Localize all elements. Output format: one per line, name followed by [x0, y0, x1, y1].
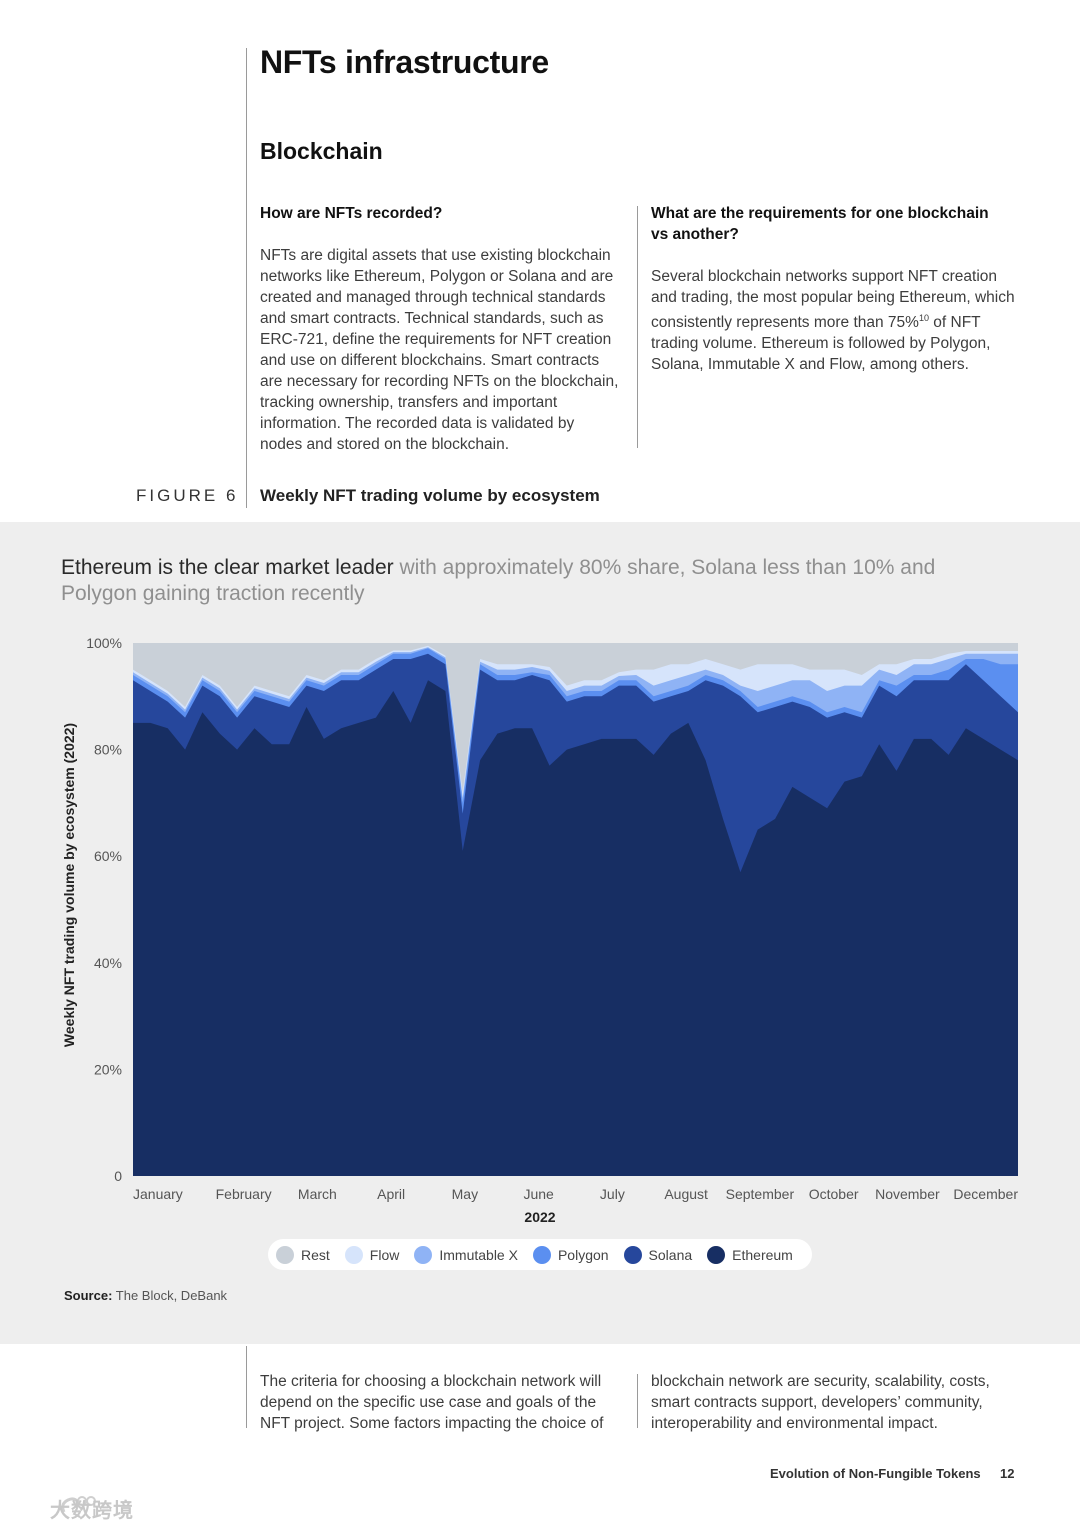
col2-heading-line: vs another? — [651, 226, 739, 243]
col2-heading: What are the requirements for one blockc… — [651, 203, 1031, 245]
legend-swatch — [344, 1245, 363, 1264]
left-rule-bottom — [246, 1346, 247, 1428]
y-tick-label: 20% — [94, 1061, 122, 1077]
page-number: 12 — [1000, 1466, 1015, 1481]
bottom-col1-line: NFT project. Some factors impacting the … — [260, 1415, 604, 1432]
legend-label: Flow — [369, 1246, 400, 1263]
legend-label: Polygon — [557, 1246, 609, 1263]
col1-body: NFTs are digital assets that use existin… — [260, 245, 635, 455]
col2-line: trading volume. Ethereum is followed by … — [651, 335, 991, 353]
legend-item-polygon: Polygon — [532, 1245, 609, 1264]
x-tick-label: May — [452, 1186, 478, 1202]
legend-label: Solana — [648, 1246, 693, 1263]
col2-line: Solana, Immutable X and Flow, among othe… — [651, 356, 969, 374]
chart-legend: Rest Flow Immutable X Polygon Solana Eth… — [268, 1239, 812, 1270]
bottom-col1: The criteria for choosing a blockchain n… — [260, 1371, 635, 1434]
left-rule-top — [246, 48, 247, 508]
column-divider-bottom — [637, 1374, 638, 1428]
col1-line: NFTs are digital assets that use existin… — [260, 247, 611, 264]
x-tick-label: December — [953, 1186, 1018, 1202]
legend-item-ethereum: Ethereum — [707, 1245, 793, 1264]
chart-areas — [133, 643, 1018, 1176]
watermark-text: 大数跨境 — [50, 1500, 134, 1522]
x-tick-label: September — [726, 1186, 795, 1202]
chart-source: Source: The Block, DeBank — [64, 1288, 227, 1303]
x-tick-label: June — [523, 1186, 554, 1202]
footnote-ref: 10 — [918, 313, 929, 323]
x-tick-label: July — [600, 1186, 625, 1202]
legend-swatch — [532, 1245, 551, 1264]
legend-item-immutable-x: Immutable X — [414, 1245, 518, 1264]
column-divider-top — [637, 206, 638, 448]
col1-heading: How are NFTs recorded? — [260, 205, 443, 222]
figure-title: Weekly NFT trading volume by ecosystem — [260, 486, 600, 505]
legend-item-solana: Solana — [623, 1245, 693, 1264]
col1-line: information. The recorded data is valida… — [260, 415, 575, 432]
col2-line: and trading, the most popular being Ethe… — [651, 289, 1015, 306]
x-tick-label: April — [377, 1186, 405, 1202]
col2-line: Several blockchain networks support NFT … — [651, 268, 998, 285]
col1-line: nodes and stored on the blockchain. — [260, 436, 510, 453]
headline-strong: Ethereum is the clear market leader — [61, 556, 394, 579]
x-tick-label: November — [875, 1186, 940, 1202]
col1-line: tracking ownership, transfers and import… — [260, 394, 558, 411]
col2-line3-tail: of NFT — [928, 314, 981, 332]
bottom-col2-line: smart contracts support, developers’ com… — [651, 1394, 983, 1411]
col1-line: are necessary for recording NFTs on the … — [260, 373, 619, 390]
x-tick-label: March — [298, 1186, 337, 1202]
footer-title: Evolution of Non-Fungible Tokens — [770, 1466, 981, 1481]
x-axis-title: 2022 — [524, 1209, 555, 1225]
chart-headline: Ethereum is the clear market leader with… — [61, 555, 941, 607]
legend-swatch — [623, 1245, 642, 1264]
col2-line3-text: consistently represents more than 75% — [651, 314, 919, 332]
y-tick-label: 0 — [114, 1168, 122, 1184]
y-tick-label: 80% — [94, 742, 122, 758]
x-tick-label: January — [133, 1186, 183, 1202]
y-tick-label: 100% — [86, 635, 122, 651]
y-tick-label: 60% — [94, 848, 122, 864]
col2-body: Several blockchain networks support NFT … — [651, 266, 1036, 375]
y-axis: 0 20% 40% 60% 80% 100% — [86, 635, 122, 1184]
figure-label: FIGURE 6 — [136, 486, 239, 505]
col1-line: ERC-721, define the requirements for NFT… — [260, 331, 612, 348]
watermark-logo-icon — [61, 1496, 96, 1513]
x-axis: January February March April May June July Augu… — [133, 1186, 1018, 1202]
area-series-ethereum — [133, 680, 1018, 1176]
x-tick-label: February — [216, 1186, 272, 1202]
y-tick-label: 40% — [94, 955, 122, 971]
legend-swatch — [276, 1245, 294, 1264]
bottom-col2-line: interoperability and environmental impac… — [651, 1415, 938, 1432]
source-label: Source: — [64, 1288, 113, 1303]
y-axis-title: Weekly NFT trading volume by ecosystem (… — [61, 723, 77, 1047]
section-title: Blockchain — [260, 138, 383, 164]
legend-label: Ethereum — [732, 1246, 793, 1263]
col2-line: consistently represents more than 75%10 … — [651, 308, 1036, 333]
x-tick-label: October — [809, 1186, 859, 1202]
page-title: NFTs infrastructure — [260, 44, 549, 80]
col1-line: created and managed through technical st… — [260, 289, 606, 306]
source-text: The Block, DeBank — [112, 1288, 228, 1303]
legend-label: Rest — [301, 1246, 330, 1263]
area-chart: 0 20% 40% 60% 80% 100% January February March Ap… — [61, 635, 1018, 1225]
col2-heading-line: What are the requirements for one blockc… — [651, 205, 989, 222]
legend-item-rest: Rest — [276, 1245, 330, 1264]
col1-line: and use on different blockchains. Smart … — [260, 352, 600, 369]
bottom-col1-line: depend on the specific use case and goal… — [260, 1394, 597, 1411]
legend-swatch — [414, 1245, 433, 1264]
bottom-col2: blockchain network are security, scalabi… — [651, 1371, 1036, 1434]
bottom-col2-line: blockchain network are security, scalabi… — [651, 1373, 990, 1390]
bottom-col1-line: The criteria for choosing a blockchain n… — [260, 1373, 602, 1390]
legend-swatch — [707, 1245, 726, 1264]
x-tick-label: August — [664, 1186, 708, 1202]
legend-item-flow: Flow — [344, 1245, 400, 1264]
col1-line: and smart contracts. Technical standards… — [260, 310, 604, 327]
legend-label: Immutable X — [439, 1246, 518, 1263]
col1-line: networks like Ethereum, Polygon or Solan… — [260, 268, 614, 285]
headline-muted: with approximately 80% share, Solana les… — [61, 556, 936, 605]
